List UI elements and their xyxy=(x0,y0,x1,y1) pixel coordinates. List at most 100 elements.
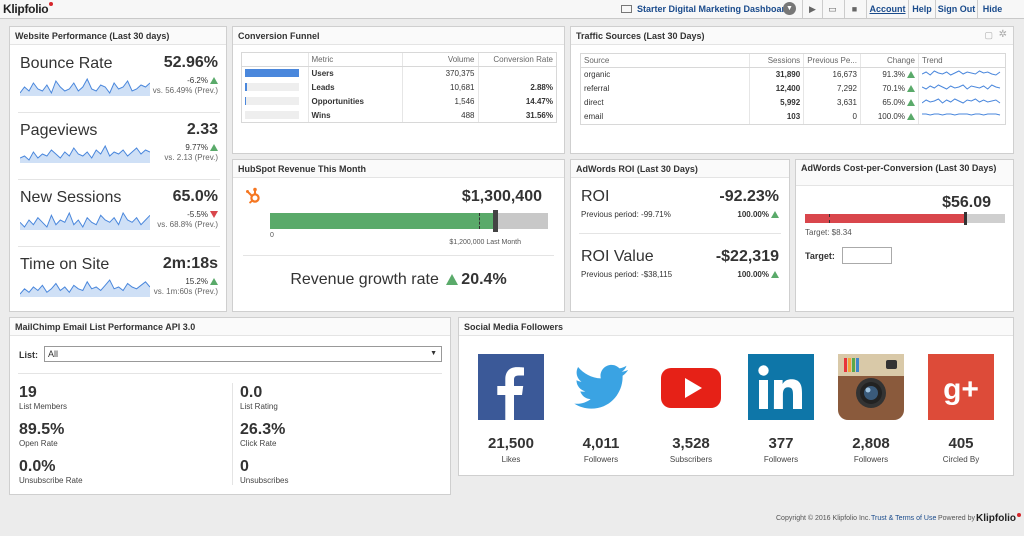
sparkline-area xyxy=(20,79,150,96)
sparkline-line xyxy=(20,144,150,161)
trend-cell xyxy=(918,67,1005,82)
app-logo[interactable]: Klipfolio xyxy=(3,2,54,16)
target-input[interactable] xyxy=(842,247,892,264)
social-count: 21,500 xyxy=(488,435,534,452)
metric-change: 15.2% xyxy=(185,277,218,286)
social-count: 405 xyxy=(948,435,974,452)
gear-icon[interactable]: ✲ xyxy=(998,29,1007,40)
metric-previous: vs. 68.8% (Prev.) xyxy=(157,220,218,229)
rate-cell xyxy=(477,66,556,80)
rate-cell: 2.88% xyxy=(477,80,556,94)
panel-title: Social Media Followers xyxy=(459,318,1013,336)
social-count: 4,011 xyxy=(582,435,620,452)
lock-icon[interactable]: ■ xyxy=(844,0,864,18)
adwords-roi-panel: AdWords ROI (Last 30 Days) ROI -92.23% P… xyxy=(570,159,790,312)
column-header: Change xyxy=(860,54,919,68)
funnel-bar-cell xyxy=(242,108,308,122)
twitter-icon[interactable] xyxy=(568,354,634,420)
mailchimp-panel: MailChimp Email List Performance API 3.0… xyxy=(9,317,451,495)
revenue-value: $1,300,400 xyxy=(461,188,542,205)
adwords-cpc-panel: AdWords Cost-per-Conversion (Last 30 Day… xyxy=(795,159,1014,312)
hubspot-revenue-panel: HubSpot Revenue This Month $1,300,400 0 … xyxy=(232,159,565,312)
trust-terms-link[interactable]: Trust & Terms of Use xyxy=(871,515,937,522)
panel-title: MailChimp Email List Performance API 3.0 xyxy=(10,318,450,336)
growth-label: Revenue growth rate xyxy=(290,271,439,288)
table-row: Opportunities 1,546 14.47% xyxy=(242,94,556,108)
website-performance-panel: Website Performance (Last 30 days) Bounc… xyxy=(9,26,227,312)
svg-text:g+: g+ xyxy=(943,373,979,406)
social-youtube: 3,528 Subscribers xyxy=(656,354,726,464)
stat-value: 0.0 xyxy=(240,384,263,401)
hide-link[interactable]: Hide xyxy=(977,0,1007,18)
revenue-target-line xyxy=(478,213,480,229)
comment-icon[interactable]: ▢ xyxy=(984,30,993,40)
play-icon[interactable]: ▶ xyxy=(802,0,822,18)
volume-cell: 488 xyxy=(401,108,478,122)
funnel-bar xyxy=(245,83,247,91)
arrow-up-icon xyxy=(907,113,915,121)
stat-block: 0.0 List Rating xyxy=(240,384,440,411)
roi-label: ROI xyxy=(581,188,610,205)
social-count: 377 xyxy=(768,435,794,452)
cpc-bullet-bar xyxy=(805,212,1005,225)
footer-copyright: Copyright © 2016 Klipfolio Inc. xyxy=(776,515,871,522)
axis-tick-zero: 0 xyxy=(270,232,274,239)
list-select[interactable]: All ▼ xyxy=(44,346,442,362)
sessions-cell: 5,992 xyxy=(749,95,804,110)
arrow-up-icon xyxy=(907,99,915,107)
metric-cell: Opportunities xyxy=(307,94,402,108)
roi-value-previous: Previous period: -$38,115 xyxy=(581,270,673,279)
dashboard-selector[interactable]: Starter Digital Marketing Dashboard ▼ xyxy=(618,2,796,16)
trend-line xyxy=(922,113,1001,116)
instagram-icon[interactable] xyxy=(838,354,904,420)
social-count: 3,528 xyxy=(672,435,710,452)
volume-cell: 370,375 xyxy=(401,66,478,80)
roi-block: ROI -92.23% Previous period: -99.71% 100… xyxy=(579,180,781,234)
linkedin-icon[interactable] xyxy=(748,354,814,420)
funnel-bar-cell xyxy=(242,94,308,108)
roi-value: -92.23% xyxy=(719,188,779,205)
stat-value: 26.3% xyxy=(240,421,286,438)
traffic-table: Source Sessions Previous Pe... Change Tr… xyxy=(581,54,1005,124)
sparkline-area xyxy=(20,280,150,297)
youtube-icon[interactable] xyxy=(658,354,724,420)
help-link[interactable]: Help xyxy=(908,0,935,18)
metric-value: 52.96% xyxy=(163,54,218,71)
social-google-plus: g+ 405 Circled By xyxy=(926,354,996,464)
previous-cell: 3,631 xyxy=(803,95,861,110)
social-label: Circled By xyxy=(942,455,980,464)
facebook-icon[interactable] xyxy=(478,354,544,420)
metric-block: New Sessions 65.0% -5.5% vs. 68.8% (Prev.) xyxy=(18,181,220,247)
table-row: referral 12,400 7,292 70.1% xyxy=(581,81,1005,96)
metric-label: Time on Site xyxy=(20,256,110,273)
footer-logo[interactable]: Klipfolio xyxy=(976,513,1021,524)
arrow-up-icon xyxy=(907,71,915,79)
social-label: Followers xyxy=(583,455,619,464)
top-bar: Klipfolio Starter Digital Marketing Dash… xyxy=(0,0,1024,19)
panel-title: Traffic Sources (Last 30 Days) xyxy=(571,27,1013,45)
change-cell: 100.0% xyxy=(860,109,919,124)
arrow-up-icon xyxy=(210,77,218,85)
chevron-down-icon[interactable]: ▼ xyxy=(783,2,796,15)
stat-value: 0 xyxy=(240,458,249,475)
account-link[interactable]: Account xyxy=(866,0,908,18)
sparkline xyxy=(20,211,150,230)
traffic-table-container: Source Sessions Previous Pe... Change Tr… xyxy=(580,53,1006,125)
social-twitter: 4,011 Followers xyxy=(566,354,636,464)
film-icon[interactable]: ▭ xyxy=(822,0,842,18)
metric-change: -5.5% xyxy=(187,210,218,219)
stat-block: 19 List Members xyxy=(19,384,219,411)
source-cell: referral xyxy=(584,84,610,93)
google-plus-icon[interactable]: g+ xyxy=(928,354,994,420)
sign-out-link[interactable]: Sign Out xyxy=(935,0,977,18)
metric-block: Time on Site 2m:18s 15.2% vs. 1m:60s (Prev.… xyxy=(18,248,220,314)
panel-title: AdWords ROI (Last 30 Days) xyxy=(571,160,789,178)
metric-cell: Wins xyxy=(307,108,402,122)
source-cell: direct xyxy=(584,98,604,107)
change-cell: 91.3% xyxy=(860,67,919,82)
column-divider xyxy=(232,383,233,485)
metric-change: -6.2% xyxy=(187,76,218,85)
revenue-marker xyxy=(493,210,499,232)
target-input-label: Target: xyxy=(805,251,835,261)
metric-block: Bounce Rate 52.96% -6.2% vs. 56.49% (Prev.) xyxy=(18,47,220,113)
